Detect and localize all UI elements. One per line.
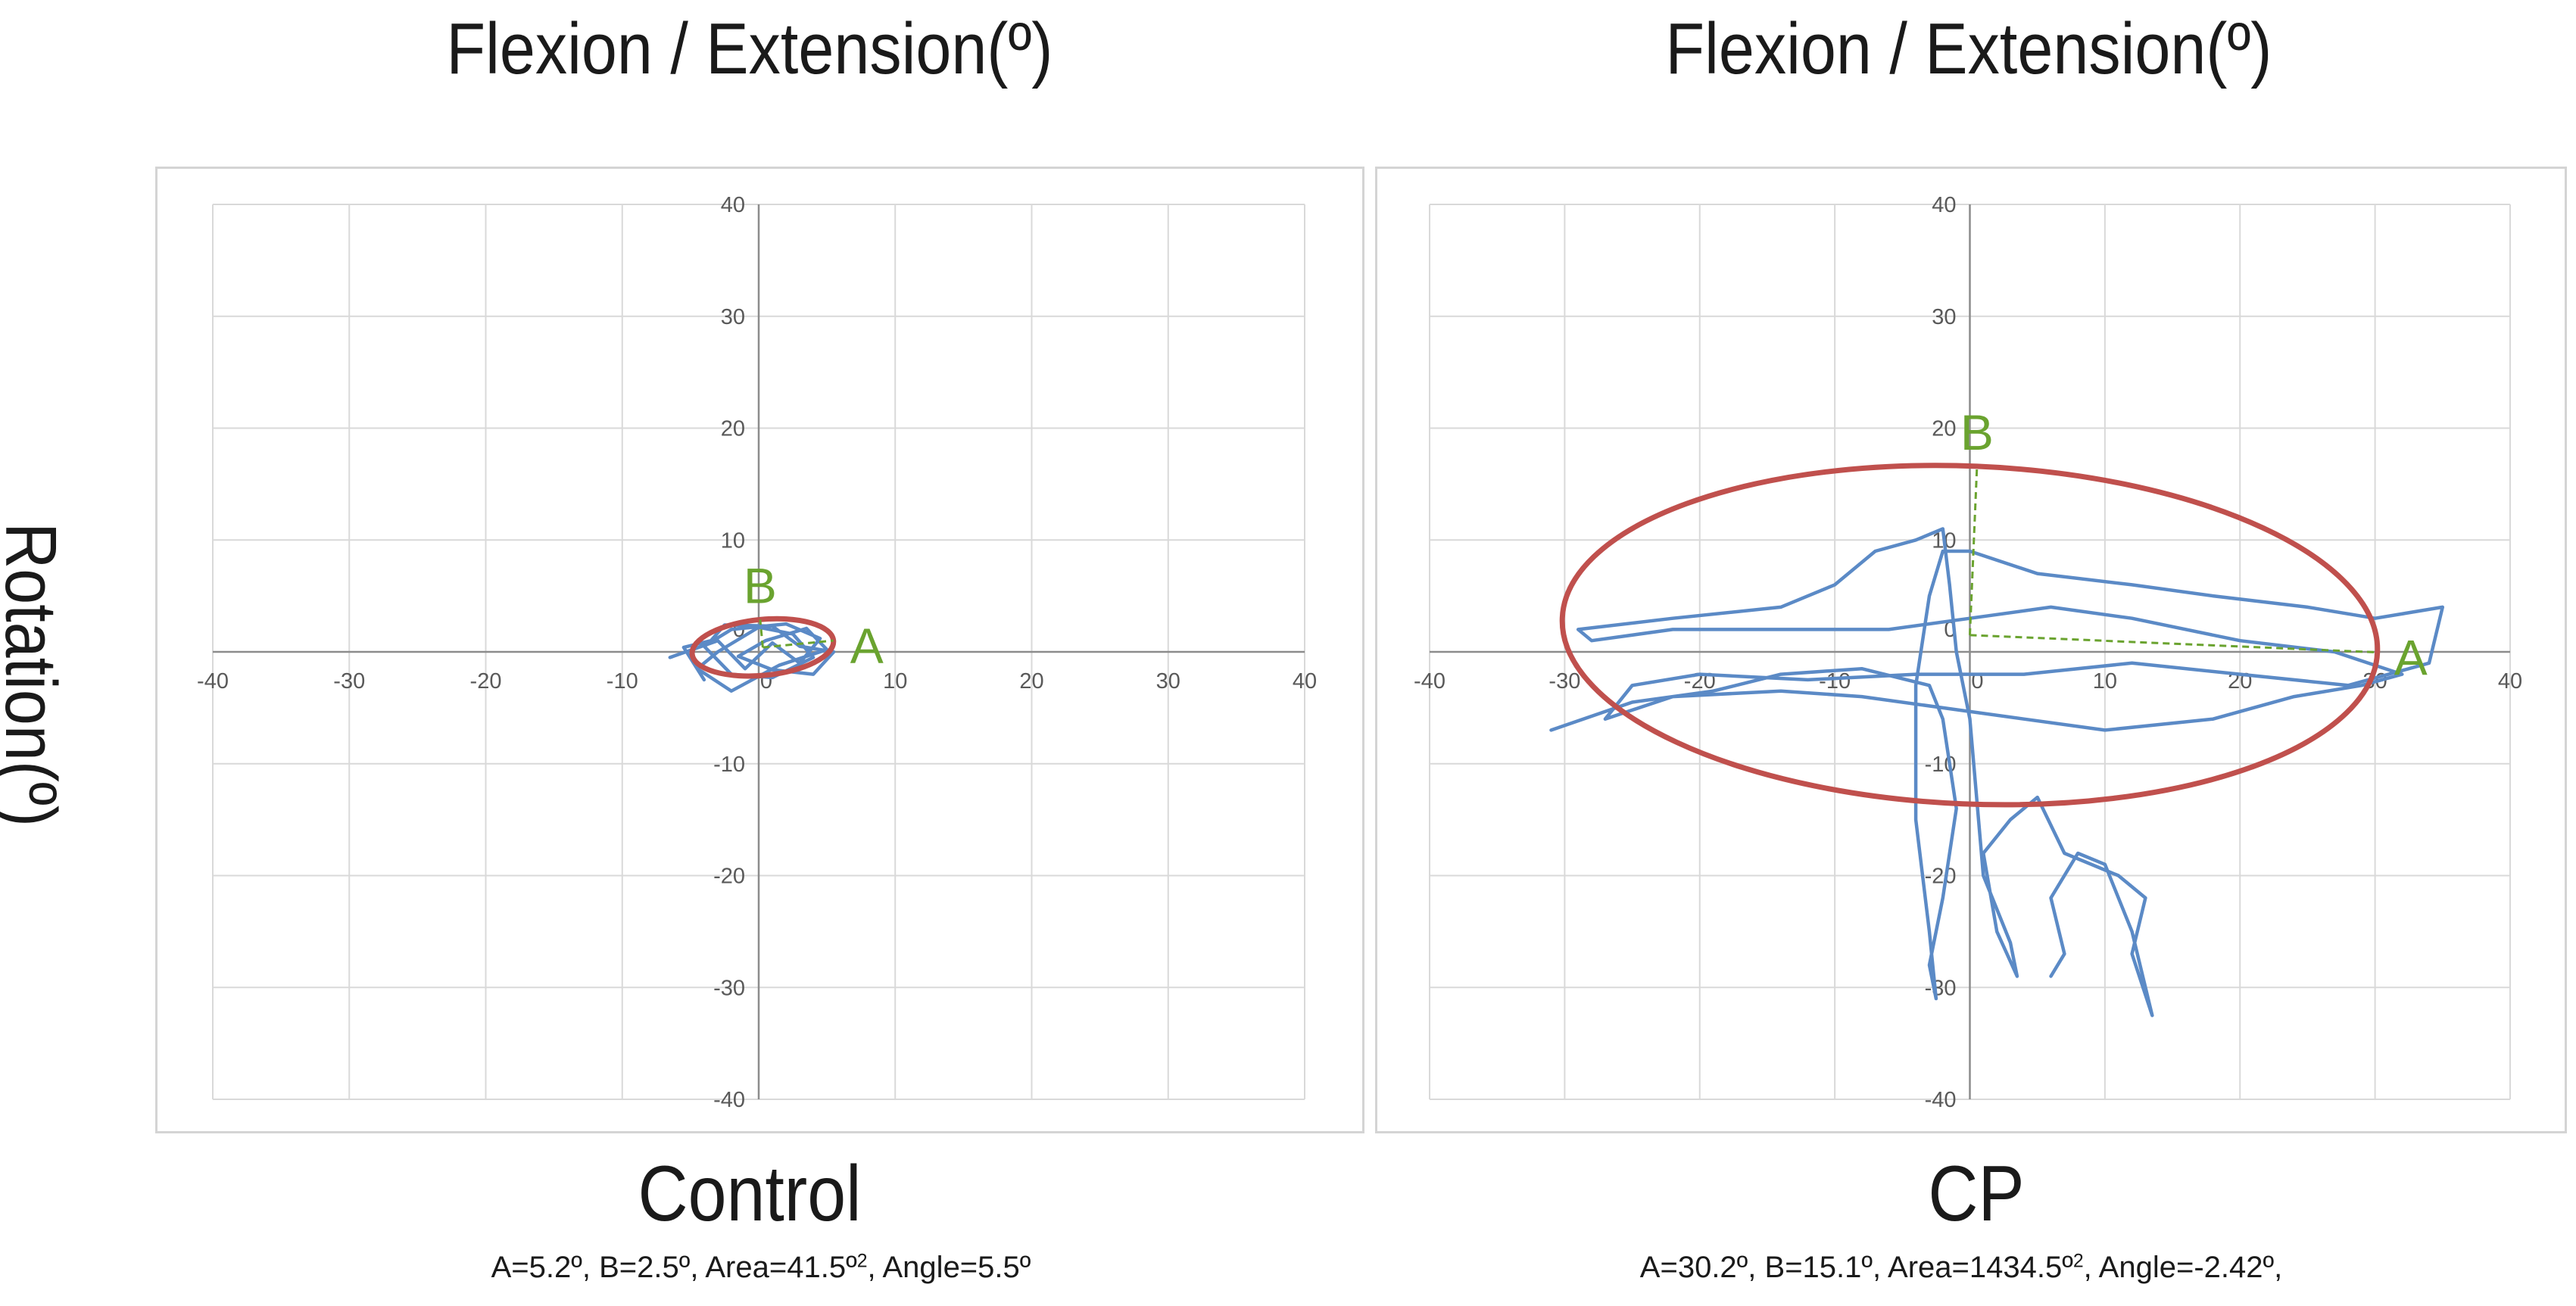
y-tick-label: 30	[1932, 305, 1956, 329]
x-tick-label: -40	[1414, 669, 1445, 694]
y-tick-label: 40	[721, 193, 745, 217]
x-tick-label: 40	[1293, 669, 1317, 694]
y-tick-label: -20	[713, 865, 745, 889]
semi-axis-b-line	[759, 619, 764, 648]
x-tick-label: 10	[2093, 669, 2117, 694]
semi-axis-a-label: A	[850, 618, 884, 674]
chart-frame-cp: -40 -30 -20 -10 0 10 20 30 40 40 30 20 10 -10 -20 -30 -4…	[1375, 167, 2567, 1133]
panel-title-control: Flexion / Extension(º)	[446, 8, 1053, 89]
y-tick-label: -30	[1925, 976, 1957, 1000]
x-tick-label: 20	[1019, 669, 1043, 694]
x-tick-label: -40	[197, 669, 229, 694]
semi-axis-b-line	[1969, 466, 1979, 635]
semi-axis-b-label: B	[744, 557, 777, 613]
chart-cp: -40 -30 -20 -10 0 10 20 30 4040302010-10-20-30-4…	[1414, 193, 2522, 1112]
y-tick-label: -40	[1925, 1088, 1957, 1112]
caption-cp-rest: , Angle=-2.42º,	[2083, 1251, 2283, 1284]
panel-name-control: Control	[638, 1150, 862, 1238]
x-tick-label: -30	[333, 669, 365, 694]
y-tick-label: -40	[713, 1088, 745, 1112]
x-tick-label: 10	[883, 669, 907, 694]
y-tick-label: -30	[713, 976, 745, 1000]
chart-frame-control: -40 -30 -20 -10 0 10 20 30 40 40 30 20 10 -10 -20 -30 -4…	[155, 167, 1364, 1133]
caption-control-sup: 2	[856, 1251, 868, 1272]
x-tick-label: -20	[470, 669, 502, 694]
trace-line	[1549, 527, 2445, 1018]
caption-cp: A=30.2º, B=15.1º, Area=1434.5º2, Angle=-…	[1545, 1251, 2378, 1285]
caption-cp-text: A=30.2º, B=15.1º, Area=1434.5º	[1639, 1251, 2073, 1284]
caption-control: A=5.2º, B=2.5º, Area=41.5º2, Angle=5.5º	[363, 1251, 1159, 1285]
y-axis-label: Rotation(º)	[0, 522, 71, 827]
y-tick-label: 20	[1932, 417, 1956, 441]
semi-axis-a-label: A	[2394, 630, 2428, 686]
caption-control-rest: , Angle=5.5º	[867, 1251, 1031, 1284]
semi-axis-a-line	[1969, 634, 2378, 654]
y-tick-label: -10	[713, 753, 745, 777]
y-tick-label: 30	[721, 305, 745, 329]
x-tick-label: -30	[1548, 669, 1580, 694]
panel-title-cp: Flexion / Extension(º)	[1665, 8, 2272, 89]
semi-axis-b-label: B	[1960, 404, 1994, 460]
x-tick-label: 40	[2498, 669, 2522, 694]
caption-cp-sup: 2	[2072, 1251, 2084, 1272]
chart-control: -40 -30 -20 -10 0 10 20 30 4040302010-10-20-30-4…	[197, 193, 1317, 1112]
fitted-ellipse	[1559, 463, 2381, 808]
caption-control-text: A=5.2º, B=2.5º, Area=41.5º	[491, 1251, 857, 1284]
trace-line	[668, 622, 836, 693]
x-tick-label: -10	[1819, 669, 1851, 694]
panel-name-cp: CP	[1928, 1150, 2025, 1238]
y-tick-label: 40	[1932, 193, 1956, 217]
x-tick-label: -10	[607, 669, 638, 694]
y-tick-label: 20	[721, 417, 745, 441]
x-tick-label: 30	[1156, 669, 1180, 694]
y-tick-label: -20	[1925, 865, 1957, 889]
semi-axis-a-line	[763, 639, 834, 649]
y-tick-label: 10	[721, 528, 745, 553]
